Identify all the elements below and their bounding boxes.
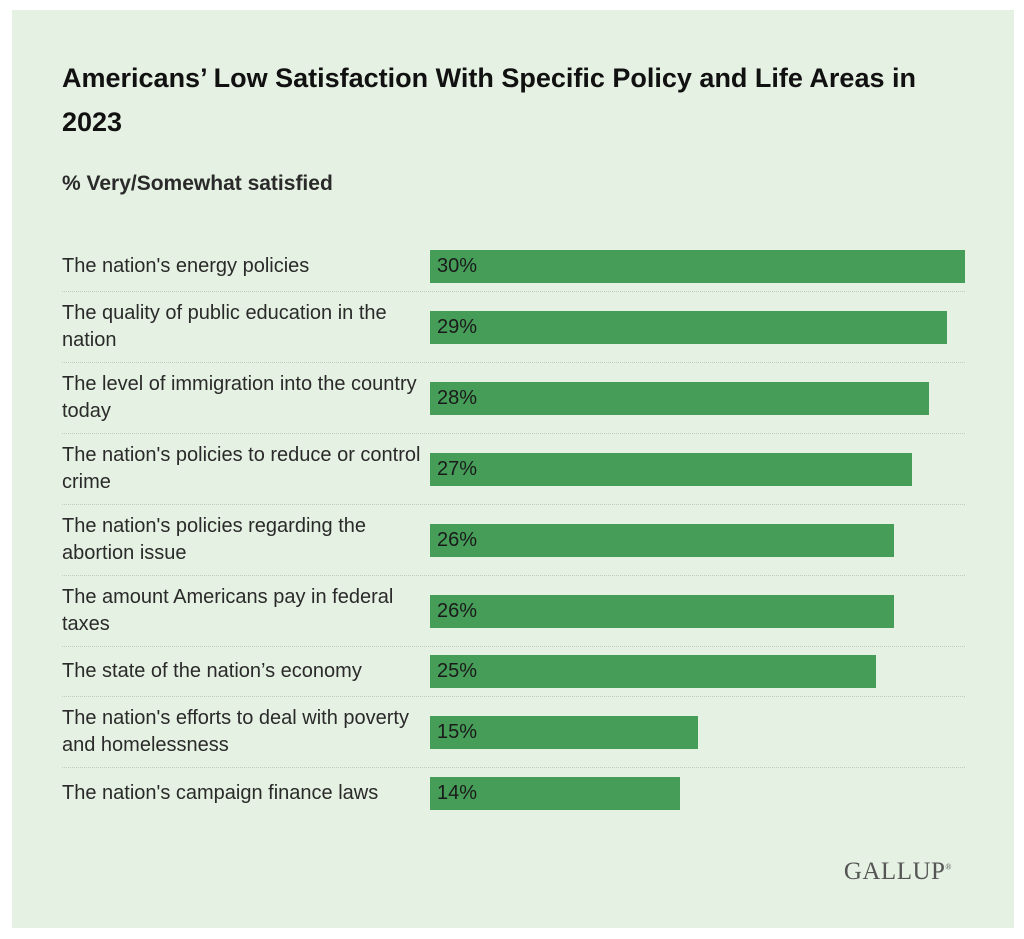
bar-row: The nation's policies to reduce or contr… (62, 434, 965, 505)
data-label: 15% (437, 720, 478, 743)
data-label: 28% (437, 386, 478, 409)
bar: 26% (430, 594, 894, 628)
category-label: The level of immigration into the countr… (62, 373, 417, 422)
bar-row: The quality of public education in the n… (62, 292, 965, 363)
bar-row: The nation's efforts to deal with povert… (62, 697, 965, 768)
bar-row: The nation's policies regarding the abor… (62, 505, 965, 576)
data-label: 26% (437, 599, 478, 622)
category-label: The state of the nation’s economy (62, 660, 362, 682)
data-label: 25% (437, 660, 478, 682)
bar-row: The nation's campaign finance laws 14% (62, 768, 965, 818)
data-label: 26% (437, 528, 478, 551)
chart-title: Americans’ Low Satisfaction With Specifi… (62, 63, 916, 137)
chart-subtitle: % Very/Somewhat satisfied (62, 172, 333, 195)
bar: 14% (430, 776, 680, 810)
chart-panel: Americans’ Low Satisfaction With Specifi… (12, 10, 1014, 928)
data-label: 29% (437, 315, 478, 338)
bar: 27% (430, 452, 912, 486)
bar: 26% (430, 523, 894, 557)
category-label: The nation's policies regarding the abor… (62, 515, 367, 564)
category-label: The nation's efforts to deal with povert… (62, 707, 409, 756)
bar: 15% (430, 715, 698, 749)
data-label: 14% (437, 781, 478, 804)
category-label: The nation's policies to reduce or contr… (62, 444, 421, 493)
bar: 28% (430, 381, 930, 415)
bar-row: The level of immigration into the countr… (62, 363, 965, 434)
bar-rows: The nation's energy policies 30% The quali… (62, 242, 965, 818)
bar-row: The amount Americans pay in federal taxe… (62, 576, 965, 647)
category-label: The quality of public education in the n… (62, 302, 387, 351)
data-label: 27% (437, 457, 478, 480)
bar: 29% (430, 310, 948, 344)
logo-text: GALLUP (843, 858, 946, 885)
category-label: The amount Americans pay in federal taxe… (62, 586, 394, 635)
data-label: 30% (437, 255, 478, 277)
bar: 25% (430, 655, 876, 688)
gallup-logo: GALLUP® (843, 858, 952, 885)
category-label: The nation's campaign finance laws (62, 781, 379, 804)
category-label: The nation's energy policies (62, 255, 310, 277)
bar-row: The nation's energy policies 30% (62, 242, 965, 292)
bar-row: The state of the nation’s economy 25% (62, 647, 965, 697)
bar: 30% (430, 250, 965, 283)
